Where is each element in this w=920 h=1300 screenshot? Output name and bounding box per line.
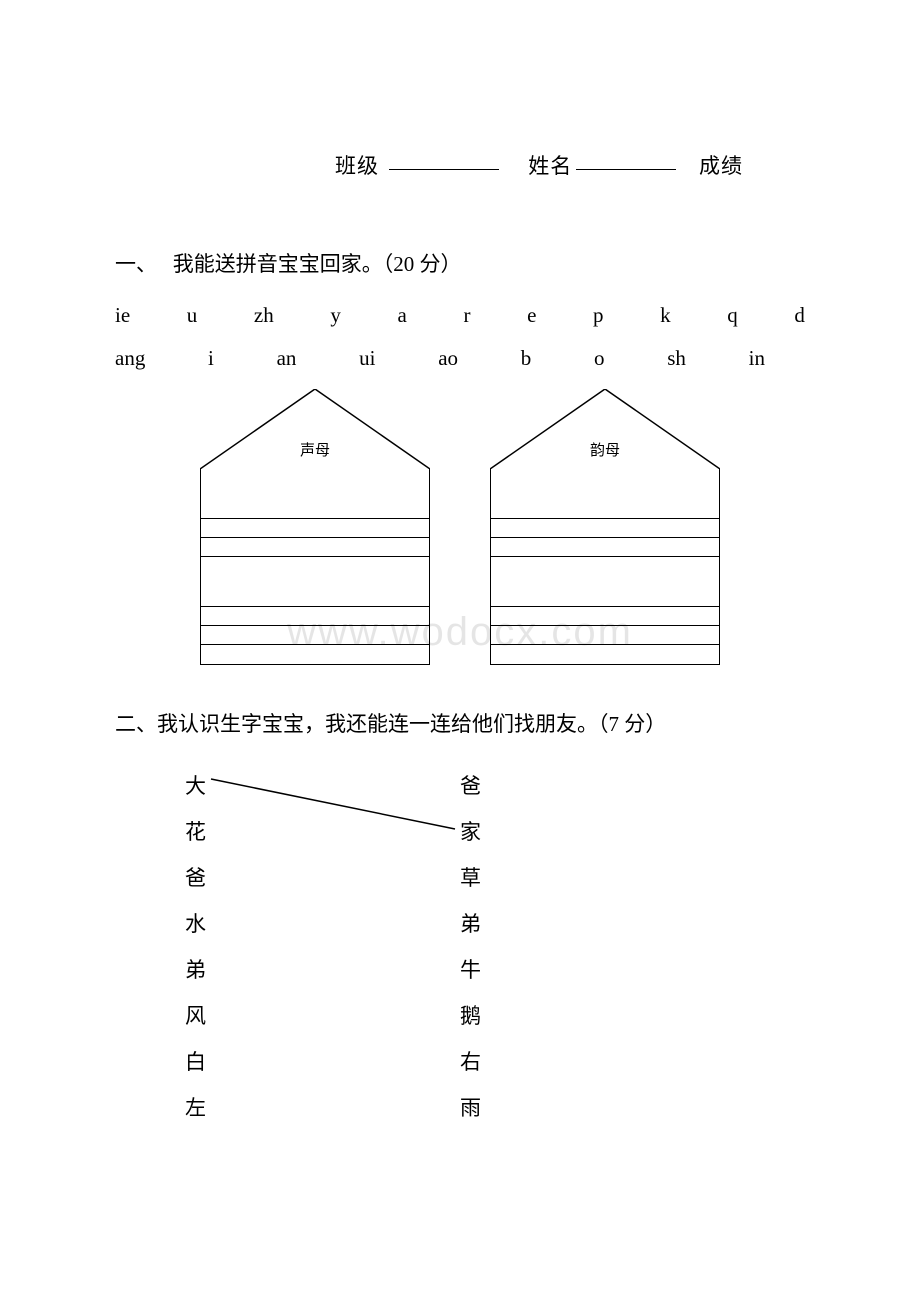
pinyin-item: ao xyxy=(438,346,458,371)
house-left-label: 声母 xyxy=(200,439,430,460)
name-label: 姓名 xyxy=(528,154,572,178)
pinyin-item: a xyxy=(397,303,406,328)
pinyin-item: r xyxy=(463,303,470,328)
match-row: 白 右 xyxy=(185,1039,805,1085)
section1-title: 一、 我能送拼音宝宝回家。（20 分） xyxy=(115,245,805,285)
match-row: 爸 草 xyxy=(185,855,805,901)
pinyin-item: an xyxy=(277,346,297,371)
match-row: 花 家 xyxy=(185,809,805,855)
match-right: 弟 xyxy=(460,901,481,947)
pinyin-item: q xyxy=(727,303,738,328)
house-left: 声母 xyxy=(200,389,430,665)
pinyin-row-2: ang i an ui ao b o sh in xyxy=(115,346,805,371)
match-left: 弟 xyxy=(185,947,460,993)
match-row: 风 鹅 xyxy=(185,993,805,1039)
house-row xyxy=(491,519,719,538)
house-row xyxy=(491,626,719,645)
house-row xyxy=(201,626,429,645)
house-row xyxy=(491,557,719,607)
pinyin-item: ang xyxy=(115,346,145,371)
match-row: 大 爸 xyxy=(185,763,805,809)
match-left: 左 xyxy=(185,1085,460,1131)
pinyin-item: ie xyxy=(115,303,130,328)
match-right: 家 xyxy=(460,809,481,855)
class-blank[interactable] xyxy=(389,169,499,170)
pinyin-item: o xyxy=(594,346,605,371)
header-line: 班级 姓名 成绩 xyxy=(115,150,805,180)
name-blank[interactable] xyxy=(576,169,676,170)
house-row xyxy=(201,538,429,557)
match-row: 弟 牛 xyxy=(185,947,805,993)
house-right-label: 韵母 xyxy=(490,439,720,460)
house-row xyxy=(201,645,429,664)
section1-prefix: 一、 xyxy=(115,252,157,276)
house-row xyxy=(201,469,429,519)
pinyin-item: d xyxy=(794,303,805,328)
house-row xyxy=(491,607,719,626)
score-label: 成绩 xyxy=(699,154,743,178)
match-area: 大 爸 花 家 爸 草 水 弟 弟 牛 风 鹅 白 右 左 雨 xyxy=(115,763,805,1131)
pinyin-item: k xyxy=(660,303,671,328)
pinyin-item: y xyxy=(330,303,341,328)
pinyin-item: sh xyxy=(667,346,686,371)
pinyin-item: p xyxy=(593,303,604,328)
match-left: 风 xyxy=(185,993,460,1039)
match-right: 爸 xyxy=(460,763,481,809)
match-left: 大 xyxy=(185,763,460,809)
match-left: 爸 xyxy=(185,855,460,901)
match-right: 右 xyxy=(460,1039,481,1085)
house-row xyxy=(491,645,719,664)
pinyin-item: b xyxy=(521,346,532,371)
house-row xyxy=(491,469,719,519)
match-left: 水 xyxy=(185,901,460,947)
match-right: 鹅 xyxy=(460,993,481,1039)
section1-text: 我能送拼音宝宝回家。（20 分） xyxy=(173,252,462,276)
match-left: 白 xyxy=(185,1039,460,1085)
match-left: 花 xyxy=(185,809,460,855)
pinyin-item: u xyxy=(187,303,198,328)
house-left-roof: 声母 xyxy=(200,389,430,469)
house-right-roof: 韵母 xyxy=(490,389,720,469)
pinyin-item: i xyxy=(208,346,214,371)
house-row xyxy=(491,538,719,557)
match-right: 牛 xyxy=(460,947,481,993)
house-right-body[interactable] xyxy=(490,469,720,665)
match-right: 雨 xyxy=(460,1085,481,1131)
pinyin-row-1: ie u zh y a r e p k q d xyxy=(115,303,805,328)
pinyin-item: ui xyxy=(359,346,375,371)
house-row xyxy=(201,607,429,626)
match-row: 左 雨 xyxy=(185,1085,805,1131)
house-right: 韵母 xyxy=(490,389,720,665)
class-label: 班级 xyxy=(335,154,379,178)
house-row xyxy=(201,519,429,538)
match-row: 水 弟 xyxy=(185,901,805,947)
pinyin-item: zh xyxy=(254,303,274,328)
house-row xyxy=(201,557,429,607)
match-right: 草 xyxy=(460,855,481,901)
pinyin-item: in xyxy=(749,346,765,371)
section2-title: 二、我认识生字宝宝，我还能连一连给他们找朋友。（7 分） xyxy=(115,705,805,745)
house-left-body[interactable] xyxy=(200,469,430,665)
pinyin-item: e xyxy=(527,303,536,328)
houses-container: 声母 韵母 xyxy=(115,389,805,665)
